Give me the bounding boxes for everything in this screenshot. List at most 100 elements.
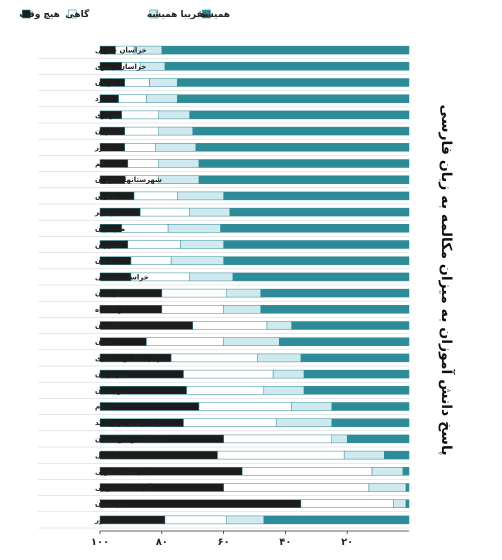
bar-20-series-3 — [99, 369, 184, 379]
category-label: آذربایجان شرقی — [95, 483, 152, 492]
bar-27-series-2 — [223, 483, 370, 492]
bar-15-series-3 — [99, 288, 163, 298]
bar-21-series-2 — [186, 386, 265, 395]
category-label: اصفهان — [95, 128, 122, 136]
bar-11-series-0 — [220, 224, 410, 233]
bar-11-series-1 — [167, 224, 221, 233]
category-label: زنجان — [95, 338, 115, 346]
bar-17-series-3 — [99, 321, 193, 330]
bar-8-series-0 — [198, 175, 410, 184]
bar-19-series-1 — [257, 353, 302, 363]
category-label: آذربایجان غربی — [95, 467, 148, 476]
category-label: مرکزی — [95, 111, 119, 119]
category-label: ایلام — [95, 403, 110, 411]
category-label: خراسان شمالی — [95, 273, 149, 281]
bar-9-series-3 — [99, 191, 135, 201]
x-tick-label: ۴۰ — [279, 537, 291, 548]
bar-17-series-0 — [291, 321, 410, 330]
bar-3-series-2 — [118, 94, 147, 103]
x-tick-label: ۸۰ — [156, 537, 168, 548]
bar-6-series-0 — [195, 143, 410, 152]
bar-4-series-0 — [189, 110, 410, 120]
bar-17-series-2 — [192, 321, 268, 330]
bar-23-series-0 — [331, 418, 410, 427]
category-label: کرمان — [95, 79, 117, 87]
bar-4-series-2 — [121, 110, 159, 120]
bar-2-series-2 — [124, 78, 150, 87]
bar-3-series-0 — [177, 94, 410, 103]
bar-22-series-2 — [198, 402, 292, 411]
legend-swatch-1 — [149, 9, 159, 19]
bar-13-series-1 — [170, 256, 224, 265]
x-axis: ۲۰ ۴۰ ۶۰ ۸۰ ۱۰۰ — [91, 530, 409, 548]
bar-15-series-1 — [226, 288, 261, 298]
legend-label-3: هیچ وقت — [19, 10, 60, 20]
category-label: کردستان — [95, 500, 126, 508]
bar-29-series-2 — [164, 515, 227, 525]
bar-18-series-3 — [99, 337, 147, 346]
bar-18-series-2 — [146, 337, 224, 346]
category-label: قزوین — [95, 241, 118, 249]
bar-20-series-0 — [303, 369, 410, 379]
category-label: شهرستانهای تهران — [95, 176, 162, 184]
bar-7-series-2 — [127, 159, 159, 168]
bar-27-series-0 — [405, 483, 410, 492]
category-label: خراسان جنوبی — [95, 47, 147, 55]
category-label: کرمانشاه — [95, 306, 128, 314]
bar-28-series-3 — [99, 499, 302, 508]
bar-9-series-2 — [133, 191, 178, 201]
category-label: گیلان — [95, 256, 114, 265]
bar-5-series-2 — [124, 126, 159, 136]
category-label: خوزستان — [95, 387, 127, 395]
category-label: کهگیلویه و بویراحمد — [95, 418, 165, 427]
category-label: سیستان و بلوچستان — [95, 435, 166, 443]
bar-21-series-0 — [303, 386, 410, 395]
bar-28-series-2 — [300, 499, 394, 508]
bar-25-series-0 — [384, 450, 410, 460]
bar-19-series-3 — [99, 353, 172, 363]
bar-19-series-0 — [300, 353, 410, 363]
bar-23-series-2 — [183, 418, 277, 427]
bar-19-series-2 — [170, 353, 258, 363]
bar-14-series-3 — [99, 272, 132, 282]
bar-10-series-3 — [99, 207, 141, 217]
bar-10-series-0 — [229, 207, 410, 217]
bar-4-series-3 — [99, 110, 122, 120]
x-tick-label: ۶۰ — [217, 537, 229, 548]
bar-5-series-1 — [158, 126, 193, 136]
bar-24-series-2 — [223, 434, 333, 444]
bar-28-series-1 — [393, 499, 407, 508]
bar-25-series-3 — [99, 450, 218, 460]
legend-label-2: گاهی — [65, 8, 90, 20]
bar-6-series-3 — [99, 143, 125, 152]
bar-8-series-1 — [158, 175, 200, 184]
bar-10-series-2 — [139, 207, 190, 217]
bar-2-series-0 — [177, 78, 410, 87]
legend-swatch-0 — [202, 9, 211, 19]
bar-7-series-0 — [198, 159, 410, 168]
bar-20-series-1 — [272, 369, 305, 379]
category-label: لرستان — [95, 290, 121, 298]
x-tick-label: ۲۰ — [341, 537, 353, 548]
category-label: البرز — [94, 144, 111, 152]
bar-16-series-2 — [161, 305, 224, 314]
category-label: مازندران — [95, 225, 125, 233]
category-labels: خراسان جنوبی خراسان رضوی کرمان یزد مرکزی اصفه… — [94, 47, 166, 525]
bar-22-series-1 — [291, 402, 332, 411]
bar-24-series-3 — [99, 434, 224, 444]
category-label: فارس — [95, 192, 116, 200]
bar-6-series-2 — [124, 143, 156, 152]
bar-12-series-0 — [223, 240, 410, 249]
bar-29-series-3 — [99, 515, 166, 525]
category-label: قم — [95, 160, 105, 168]
legend-label-1: تقریبا همیشه — [147, 10, 207, 20]
bar-7-series-3 — [99, 159, 129, 168]
bar-10-series-1 — [189, 207, 231, 217]
bar-22-series-3 — [99, 402, 200, 411]
category-label: چهارمحال و بختیاری — [95, 354, 165, 362]
category-label: گلستان — [95, 321, 121, 330]
bar-17-series-1 — [266, 321, 292, 330]
bar-12-series-3 — [99, 240, 129, 249]
